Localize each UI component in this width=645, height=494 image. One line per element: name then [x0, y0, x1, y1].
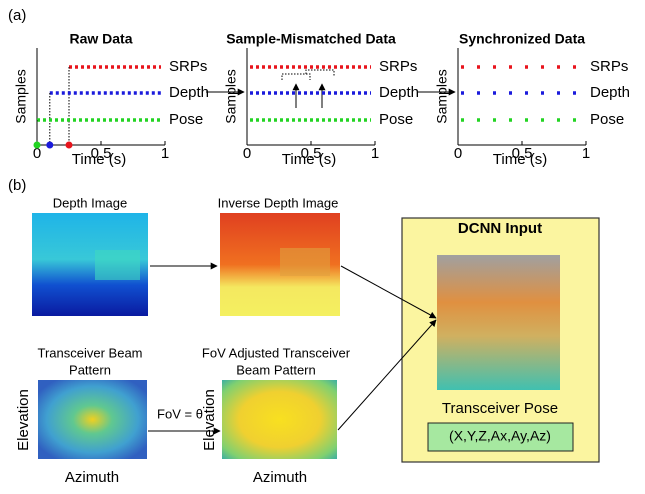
beam-pattern-image [38, 380, 147, 459]
series-label: Depth [590, 84, 630, 101]
fov-beam-image [222, 380, 337, 459]
x-tick-label: 0.5 [91, 145, 112, 162]
y-axis-label: Samples [434, 69, 450, 123]
x-axis-label: Time (s) [282, 151, 336, 168]
x-tick-label: 0 [33, 145, 41, 162]
start-dot [46, 141, 54, 149]
image-caption: FoV Adjusted Transceiver [202, 345, 351, 360]
image-caption: Inverse Depth Image [218, 195, 339, 210]
x-tick-label: 0 [454, 145, 462, 162]
x-axis-label: Time (s) [72, 151, 126, 168]
series-label: SRPs [379, 58, 417, 75]
plot-title: Synchronized Data [459, 31, 585, 47]
x-tick-label: 1 [161, 145, 169, 162]
start-dot [65, 141, 73, 149]
series-label: Pose [169, 111, 203, 128]
start-dot [33, 141, 41, 149]
x-axis-label: Time (s) [493, 151, 547, 168]
plot-title: Sample-Mismatched Data [226, 31, 396, 47]
series-label: SRPs [169, 58, 207, 75]
series-label: Depth [169, 84, 209, 101]
x-tick-label: 1 [371, 145, 379, 162]
pose-box [427, 422, 574, 452]
image-caption: Beam Pattern [236, 362, 316, 377]
depth-texture [95, 250, 140, 280]
arrow [337, 319, 437, 431]
fov-label: FoV = θ [157, 406, 203, 421]
axis-label: Azimuth [65, 469, 119, 486]
series-label: Pose [590, 111, 624, 128]
axis-label: Elevation [201, 389, 218, 451]
x-tick-label: 0.5 [301, 145, 322, 162]
dcnn-title: DCNN Input [458, 220, 542, 237]
axis-label: Azimuth [253, 469, 307, 486]
panel-label: (a) [8, 7, 26, 24]
image-caption: Pattern [69, 362, 111, 377]
x-tick-label: 0.5 [512, 145, 533, 162]
y-axis-label: Samples [223, 69, 239, 123]
axis-label: Elevation [15, 389, 32, 451]
series-label: Pose [379, 111, 413, 128]
mismatch-annotation [281, 69, 335, 80]
arrow [340, 265, 437, 319]
plot-title: Raw Data [69, 31, 132, 47]
pose-vector: (X,Y,Z,Ax,Ay,Az) [449, 428, 551, 444]
pose-title: Transceiver Pose [442, 400, 558, 417]
x-tick-label: 0 [243, 145, 251, 162]
series-label: SRPs [590, 58, 628, 75]
inverse-texture [280, 248, 330, 276]
series-label: Depth [379, 84, 419, 101]
image-caption: Depth Image [53, 195, 127, 210]
dcnn-image [437, 255, 560, 390]
image-caption: Transceiver Beam [38, 345, 143, 360]
panel-label: (b) [8, 177, 26, 194]
x-tick-label: 1 [582, 145, 590, 162]
y-axis-label: Samples [13, 69, 29, 123]
